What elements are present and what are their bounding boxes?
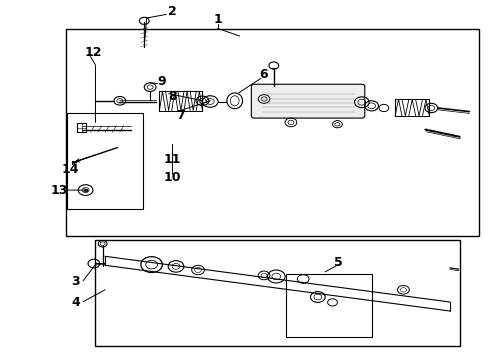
Text: 4: 4 bbox=[71, 296, 80, 309]
Text: 11: 11 bbox=[163, 153, 181, 166]
Bar bbox=[77, 123, 86, 132]
Text: 2: 2 bbox=[167, 5, 176, 18]
Text: 14: 14 bbox=[61, 163, 79, 176]
Text: 10: 10 bbox=[163, 171, 181, 184]
Bar bbox=[95, 240, 459, 346]
Text: 1: 1 bbox=[213, 13, 222, 26]
Text: 13: 13 bbox=[51, 184, 68, 197]
Bar bbox=[66, 29, 478, 236]
Text: 3: 3 bbox=[71, 275, 80, 288]
Text: 8: 8 bbox=[167, 90, 176, 103]
Text: 6: 6 bbox=[258, 68, 267, 81]
Bar bbox=[285, 274, 371, 337]
Text: 5: 5 bbox=[333, 256, 342, 269]
Bar bbox=[67, 113, 143, 209]
Text: 9: 9 bbox=[157, 75, 165, 87]
Text: 7: 7 bbox=[176, 109, 185, 122]
FancyBboxPatch shape bbox=[251, 84, 364, 118]
Text: 12: 12 bbox=[84, 46, 102, 59]
